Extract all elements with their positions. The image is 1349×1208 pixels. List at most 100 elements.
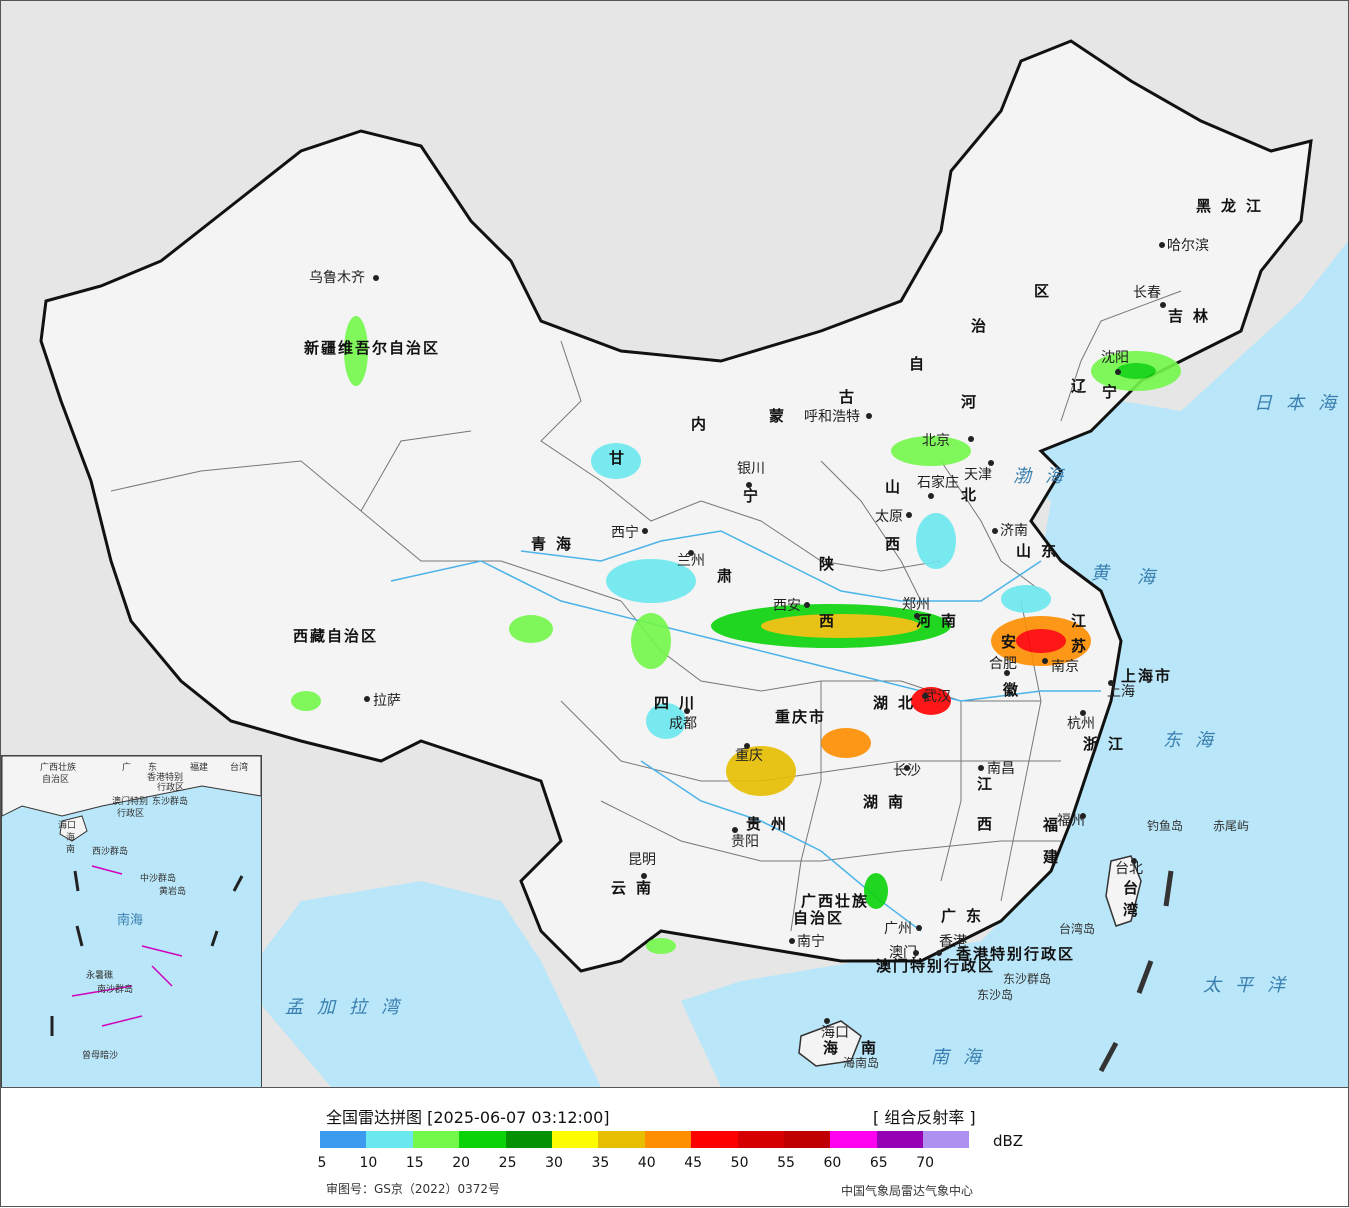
region-label: 湖南 — [863, 793, 913, 811]
region-label: 上海市 — [1121, 667, 1172, 685]
region-label: 建 — [1043, 848, 1068, 866]
south-china-sea-inset: 广西壮族 自治区 广 东 福建 台湾 香港特别 行政区 澳门特别 行政区 东沙群岛 海口海南 西沙群岛中… — [1, 755, 262, 1087]
inset-label: 台湾 — [230, 761, 248, 773]
colorbar-swatch — [737, 1131, 784, 1148]
rivers — [390, 530, 1101, 932]
city-label: 昆明 — [628, 852, 656, 868]
sea-label: 日本海 — [1254, 393, 1348, 414]
region-label: 云南 — [611, 879, 661, 897]
colorbar-tick-label: 5 — [317, 1155, 327, 1171]
taiwan-island — [1105, 855, 1142, 927]
city-marker — [1080, 813, 1086, 819]
colorbar-tick-label: 40 — [637, 1155, 656, 1171]
region-label: 澳门特别行政区 — [876, 957, 995, 975]
city-label: 长春 — [1133, 285, 1161, 301]
legend-title: 全国雷达拼图 [2025-06-07 03:12:00] — [326, 1108, 610, 1127]
region-label: 山 — [885, 478, 910, 496]
city-marker — [641, 873, 647, 879]
region-label: 湾 — [1123, 901, 1148, 919]
sea-label: 南海 — [931, 1047, 995, 1068]
island-label: 赤尾屿 — [1213, 819, 1249, 833]
colorbar-tick-label: 55 — [777, 1155, 795, 1171]
city-marker — [968, 436, 974, 442]
city-label: 香港 — [939, 934, 967, 950]
city-marker — [642, 528, 648, 534]
city-label: 重庆 — [735, 748, 763, 764]
inset-label: 自治区 — [42, 773, 69, 785]
island-label: 东沙岛 — [977, 987, 1013, 1002]
inset-label: 东 — [148, 761, 157, 773]
sea-label: 黄 — [1091, 563, 1123, 584]
inset-label: 澳门特别 — [112, 795, 148, 807]
region-label: 重庆市 — [775, 708, 826, 726]
city-marker — [684, 708, 690, 714]
region-label: 辽 — [1071, 377, 1096, 395]
inset-label: 香港特别 — [147, 771, 183, 783]
region-label: 西 — [885, 535, 910, 553]
colorbar-tick-label: 45 — [684, 1155, 703, 1171]
region-label: 广东 — [941, 907, 991, 925]
colorbar-swatch — [412, 1131, 460, 1148]
legend-product-name: [ 组合反射率 ] — [873, 1108, 976, 1127]
city-marker — [373, 275, 379, 281]
colorbar-tick-label: 65 — [869, 1155, 888, 1171]
inset-label: 西沙群岛 — [92, 845, 128, 857]
city-marker — [688, 550, 694, 556]
city-label: 长沙 — [893, 763, 921, 779]
city-label: 兰州 — [677, 553, 705, 569]
city-marker — [744, 743, 750, 749]
region-label: 江 — [977, 775, 1002, 793]
city-marker — [866, 413, 872, 419]
region-label: 甘 — [609, 449, 634, 467]
colorbar-swatch — [830, 1131, 877, 1148]
region-label: 广西壮族 — [801, 892, 869, 910]
region-label: 四川 — [654, 694, 704, 712]
colorbar-tick-label: 20 — [452, 1155, 471, 1171]
city-label: 杭州 — [1067, 716, 1095, 732]
colorbar-swatch — [505, 1131, 552, 1148]
region-label: 西藏自治区 — [293, 627, 378, 645]
city-label: 南宁 — [797, 933, 825, 950]
inset-label: 南海 — [117, 912, 143, 928]
sea-label: 海 — [1137, 567, 1169, 588]
city-label: 武汉 — [923, 689, 951, 705]
china-landmass — [39, 39, 1313, 973]
radar-map: 新疆维吾尔自治区 西藏自治区 青海甘肃内蒙古自治区黑龙江 吉林辽宁河北山西山东陕西河南… — [0, 0, 1349, 1088]
colorbar-swatch — [923, 1131, 970, 1148]
city-label: 上海 — [1107, 684, 1135, 700]
city-marker — [732, 827, 738, 833]
bay-of-bengal — [241, 881, 601, 1087]
colorbar-swatch — [459, 1131, 506, 1148]
city-marker — [928, 493, 934, 499]
inset-boundary-dashes — [50, 870, 244, 1036]
city-marker — [1131, 858, 1137, 864]
region-label: 苏 — [1071, 637, 1096, 655]
colorbar-swatch — [551, 1131, 599, 1148]
map-credit: 中国气象局雷达气象中心 — [841, 1184, 974, 1198]
city-label: 西宁 — [611, 524, 639, 541]
city-marker — [914, 613, 920, 619]
region-label: 黑龙江 — [1196, 197, 1271, 215]
radar-legend: 全国雷达拼图 [2025-06-07 03:12:00] [ 组合反射率 ] d… — [0, 1088, 1349, 1207]
ocean-area — [681, 241, 1348, 1087]
city-label: 郑州 — [902, 597, 930, 613]
sea-label: 渤海 — [1013, 466, 1077, 487]
city-marker — [916, 925, 922, 931]
city-marker — [1159, 242, 1165, 248]
region-label: 青海 — [531, 535, 581, 553]
island-label: 海南岛 — [843, 1055, 879, 1070]
region-label: 治 — [971, 317, 996, 335]
city-marker — [922, 693, 928, 699]
inset-label: 南沙群岛 — [97, 983, 133, 995]
city-marker — [364, 696, 370, 702]
inset-label: 南 — [66, 843, 75, 855]
colorbar-tick-label: 50 — [730, 1155, 749, 1171]
region-label: 吉林 — [1168, 307, 1218, 325]
region-label: 海 — [823, 1039, 848, 1057]
city-label: 拉萨 — [373, 693, 401, 709]
city-label: 台北 — [1115, 861, 1143, 877]
city-marker — [804, 602, 810, 608]
colorbar-tick-label: 30 — [545, 1155, 563, 1171]
